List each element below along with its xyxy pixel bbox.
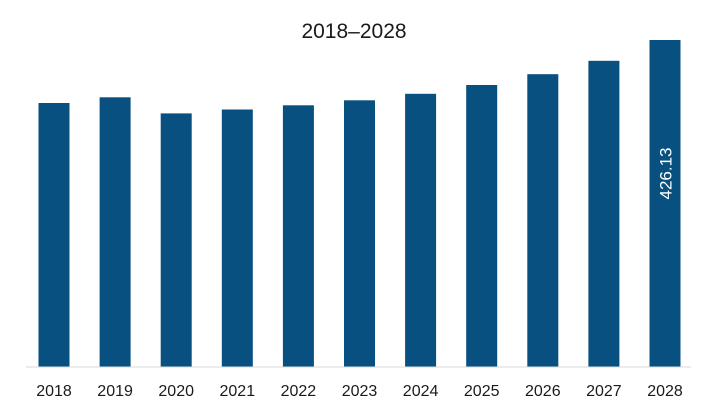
x-tick-label-2028: 2028 — [647, 383, 683, 400]
bar-2025 — [466, 85, 498, 367]
x-tick-label-2027: 2027 — [586, 383, 622, 400]
bars-group — [38, 40, 681, 368]
x-tick-label-2026: 2026 — [525, 383, 561, 400]
x-tick-label-2023: 2023 — [342, 383, 378, 400]
x-tick-label-2025: 2025 — [464, 383, 500, 400]
chart-title: 2018–2028 — [301, 20, 406, 43]
x-tick-label-2018: 2018 — [36, 383, 72, 400]
x-tick-label-2022: 2022 — [281, 383, 317, 400]
x-tick-label-2020: 2020 — [158, 383, 194, 400]
bar-2020 — [160, 113, 192, 368]
bar-2021 — [221, 109, 253, 367]
x-tick-label-2024: 2024 — [403, 383, 439, 400]
bar-2018 — [38, 103, 70, 367]
bar-2023 — [344, 100, 375, 368]
x-tick-labels: 2018 2019 2020 2021 2022 2023 2024 2025 2026 2027… — [36, 383, 683, 400]
x-tick-label-2019: 2019 — [97, 383, 133, 400]
bar-2022 — [282, 105, 314, 368]
data-label-2028: 426.13 — [657, 148, 676, 200]
bar-2026 — [527, 74, 559, 367]
bar-2028 — [649, 40, 681, 367]
x-tick-label-2021: 2021 — [220, 383, 256, 400]
data-labels: 426.13 — [657, 148, 676, 200]
bar-2019 — [99, 97, 131, 368]
bar-2027 — [588, 60, 620, 368]
bar-2024 — [405, 93, 437, 368]
